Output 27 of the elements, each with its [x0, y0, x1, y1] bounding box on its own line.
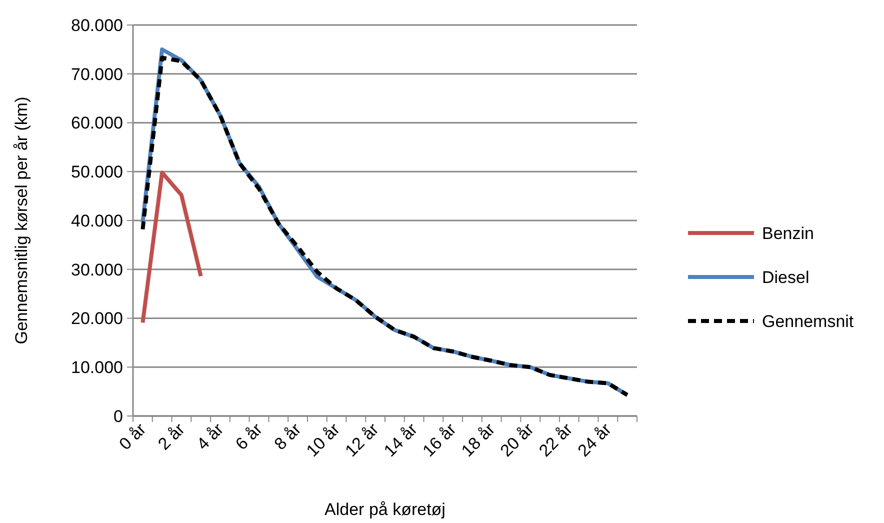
y-axis-title: Gennemsnitlig kørsel per år (km) — [12, 96, 31, 344]
y-tick-label: 20.000 — [71, 309, 123, 328]
x-tick-label: 12 år — [342, 419, 383, 460]
x-axis-title: Alder på køretøj — [324, 500, 446, 519]
y-tick-label: 80.000 — [71, 16, 123, 35]
x-tick-label: 6 år — [232, 419, 266, 454]
legend-label: Benzin — [762, 224, 814, 243]
line-series — [140, 170, 203, 325]
y-tick-label: 60.000 — [71, 114, 123, 133]
x-tick-label: 24 år — [574, 419, 616, 460]
y-tick-label: 0 — [114, 406, 123, 426]
x-tick-label: 18 år — [458, 419, 499, 460]
x-tick-label: 8 år — [270, 419, 306, 454]
legend-label: Diesel — [762, 268, 810, 287]
y-tick-label: 70.000 — [71, 64, 123, 84]
x-tick-label: 20 år — [496, 419, 538, 460]
x-tick-label: 2 år — [154, 419, 189, 454]
x-tick-label: 4 år — [193, 419, 228, 454]
legend-label: Gennemsnit — [762, 312, 854, 331]
y-tick-label: 50.000 — [71, 162, 123, 182]
x-tick-label: 14 år — [380, 419, 422, 460]
x-tick-label: 16 år — [419, 419, 460, 460]
x-tick-label: 10 år — [302, 419, 344, 460]
y-tick-label: 10.000 — [71, 358, 123, 378]
y-tick-label: 40.000 — [71, 211, 123, 230]
x-tick-label: 22 år — [535, 419, 576, 460]
y-tick-label: 30.000 — [71, 260, 123, 280]
